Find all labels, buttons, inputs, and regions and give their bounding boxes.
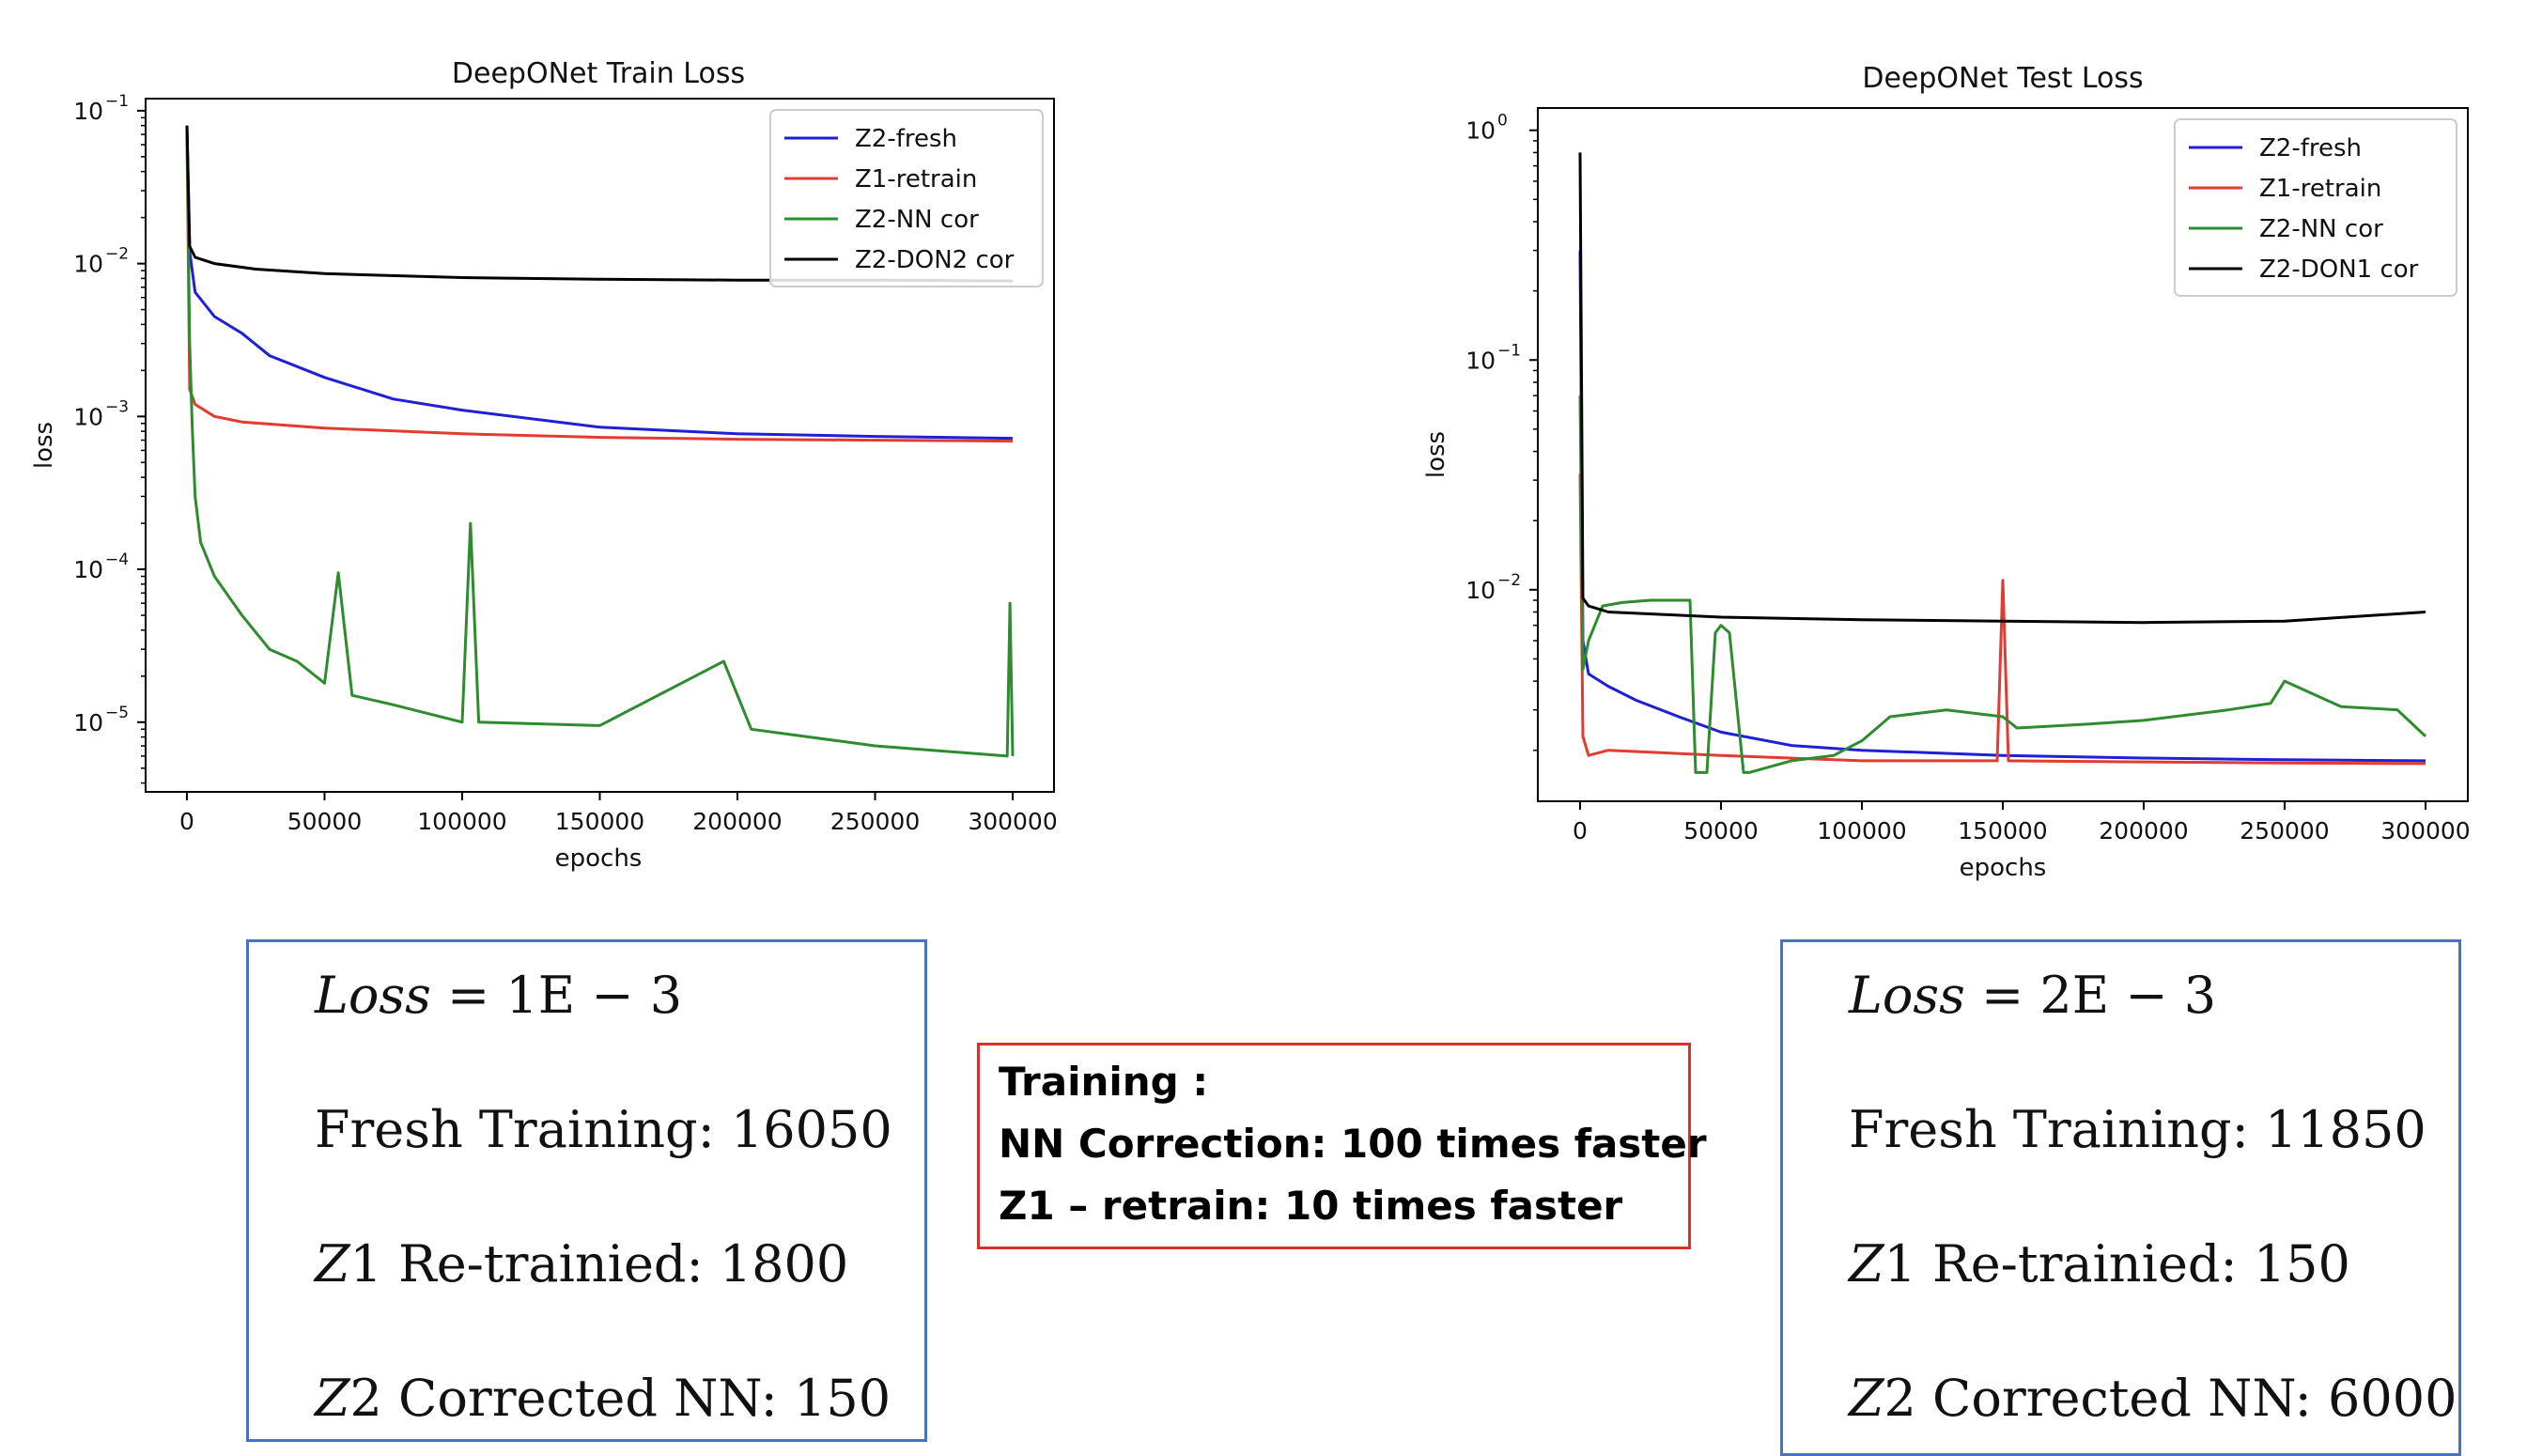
y-tick-label: 10: [73, 98, 103, 125]
y-tick-label: 10: [1465, 347, 1496, 374]
loss-symbol: Loss: [315, 966, 431, 1025]
x-tick-label: 100000: [417, 808, 506, 835]
z2-symbol: Z: [1849, 1369, 1884, 1428]
z1-line: Z1 Re-trainied: 150: [1849, 1234, 2350, 1293]
y-tick-label: 10: [73, 251, 103, 278]
series-line-z2-fresh: [1578, 250, 2426, 763]
z1-line: Z1 Re-trainied: 1800: [315, 1234, 848, 1293]
chart-title: DeepONet Test Loss: [1862, 62, 2143, 95]
legend-label: Z2-DON2 cor: [855, 246, 1015, 274]
nn-correction-speedup: NN Correction: 100 times faster: [999, 1121, 1707, 1167]
z1-text: 1 Re-trainied: 1800: [349, 1234, 849, 1293]
train-summary-box: Loss = 1E − 3 Fresh Training: 16050 Z1 R…: [246, 939, 927, 1442]
x-tick-label: 250000: [2240, 817, 2329, 844]
x-tick-label: 200000: [2099, 817, 2188, 844]
y-tick-label: 10: [1465, 577, 1496, 604]
series-line-z2-nn-cor: [1578, 395, 2427, 774]
y-tick-exponent: −1: [1497, 341, 1521, 360]
x-tick-label: 0: [179, 808, 194, 835]
x-axis-label: epochs: [555, 844, 643, 873]
x-tick-label: 0: [1573, 817, 1588, 844]
series-line-z2-fresh: [185, 125, 1014, 441]
y-tick-exponent: −1: [105, 92, 129, 111]
loss-line: Loss = 1E − 3: [315, 966, 682, 1025]
z2-line: Z2 Corrected NN: 150: [315, 1369, 891, 1428]
z2-text: 2 Corrected NN: 6000: [1884, 1369, 2457, 1428]
legend-label: Z2-fresh: [855, 125, 957, 153]
legend-label: Z2-NN cor: [855, 206, 979, 234]
z1-text: 1 Re-trainied: 150: [1884, 1234, 2350, 1293]
loss-value: = 2E − 3: [1964, 966, 2217, 1025]
y-tick-exponent: −4: [105, 550, 129, 569]
fresh-training-line: Fresh Training: 16050: [315, 1100, 892, 1159]
y-tick-exponent: −3: [105, 397, 129, 416]
y-tick-label: 10: [73, 403, 103, 430]
z2-text: 2 Corrected NN: 150: [349, 1369, 891, 1428]
y-tick-label: 10: [73, 556, 103, 583]
x-tick-label: 200000: [692, 808, 782, 835]
x-ticks: 0 50000 100000 150000 200000 250000 300000: [1573, 801, 2471, 844]
y-ticks: 10−510−410−310−210−1: [73, 92, 146, 784]
y-axis-label: loss: [30, 422, 58, 469]
y-tick-exponent: −2: [1497, 571, 1521, 590]
legend-label: Z1-retrain: [2259, 175, 2381, 203]
x-tick-label: 50000: [1683, 817, 1759, 844]
y-axis-label: loss: [1422, 431, 1450, 478]
legend-frame: [769, 109, 1044, 287]
loss-symbol: Loss: [1849, 966, 1965, 1025]
x-tick-label: 250000: [830, 808, 920, 835]
x-tick-label: 50000: [287, 808, 363, 835]
legend-frame: [2174, 118, 2457, 297]
loss-value: = 1E − 3: [430, 966, 683, 1025]
z2-line: Z2 Corrected NN: 6000: [1849, 1369, 2457, 1428]
y-tick-label: 10: [73, 709, 103, 736]
fresh-training-line: Fresh Training: 11850: [1849, 1100, 2426, 1159]
series-line-z2-nn-cor: [185, 130, 1015, 758]
x-tick-label: 150000: [555, 808, 644, 835]
z1-symbol: Z: [315, 1234, 350, 1293]
x-tick-label: 150000: [1958, 817, 2047, 844]
series-line-z1-retrain: [1578, 473, 2426, 766]
x-tick-label: 100000: [1817, 817, 1906, 844]
series-group: [185, 125, 1015, 758]
series-line-z2-don1-cor: [1578, 152, 2426, 625]
chart-title: DeepONet Train Loss: [452, 57, 745, 90]
y-tick-exponent: −5: [105, 704, 129, 722]
legend-label: Z2-fresh: [2259, 134, 2362, 163]
legend-label: Z2-NN cor: [2259, 215, 2383, 243]
legend-label: Z2-DON1 cor: [2259, 256, 2419, 284]
training-heading: Training :: [999, 1059, 1209, 1105]
x-axis-label: epochs: [1960, 854, 2047, 882]
x-ticks: 0 50000 100000 150000 200000 250000 300000: [179, 792, 1058, 835]
y-tick-exponent: 0: [1497, 112, 1508, 131]
legend: Z2-fresh Z1-retrain Z2-NN cor Z2-DON1 cor: [2174, 118, 2457, 297]
legend-label: Z1-retrain: [855, 165, 977, 194]
y-tick-label: 10: [1465, 117, 1496, 145]
test-loss-chart: DeepONet Test Loss 0 50000 100000 150000 200…: [1422, 62, 2471, 882]
z1-symbol: Z: [1849, 1234, 1884, 1293]
legend: Z2-fresh Z1-retrain Z2-NN cor Z2-DON2 cor: [769, 109, 1044, 287]
loss-line: Loss = 2E − 3: [1849, 966, 2216, 1025]
test-summary-box: Loss = 2E − 3 Fresh Training: 11850 Z1 R…: [1780, 939, 2461, 1456]
x-tick-label: 300000: [2380, 817, 2470, 844]
series-group: [1578, 152, 2427, 774]
y-tick-exponent: −2: [105, 245, 129, 264]
series-line-z1-retrain: [185, 130, 1014, 443]
training-speedup-box: Training : NN Correction: 100 times fast…: [977, 1043, 1707, 1249]
x-tick-label: 300000: [968, 808, 1057, 835]
z1-retrain-speedup: Z1 – retrain: 10 times faster: [999, 1183, 1623, 1229]
train-loss-chart: DeepONet Train Loss 0 50000 100000 150000 20…: [30, 57, 1058, 873]
z2-symbol: Z: [315, 1369, 350, 1428]
